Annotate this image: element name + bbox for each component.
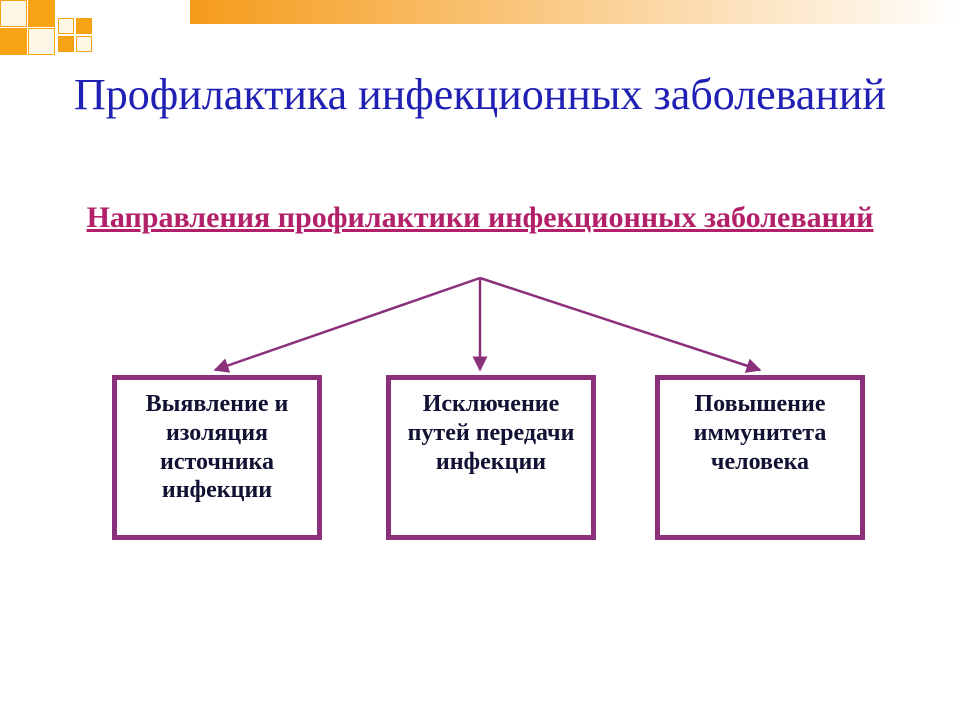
arrows <box>0 0 960 720</box>
box-identify-isolate: Выявление и изоляция источника инфекции <box>112 375 322 540</box>
box-label: Повышение иммунитета человека <box>668 390 852 476</box>
box-label: Выявление и изоляция источника инфекции <box>125 390 309 505</box>
box-label: Исключение путей передачи инфекции <box>399 390 583 476</box>
box-exclude-transmission: Исключение путей передачи инфекции <box>386 375 596 540</box>
box-boost-immunity: Повышение иммунитета человека <box>655 375 865 540</box>
